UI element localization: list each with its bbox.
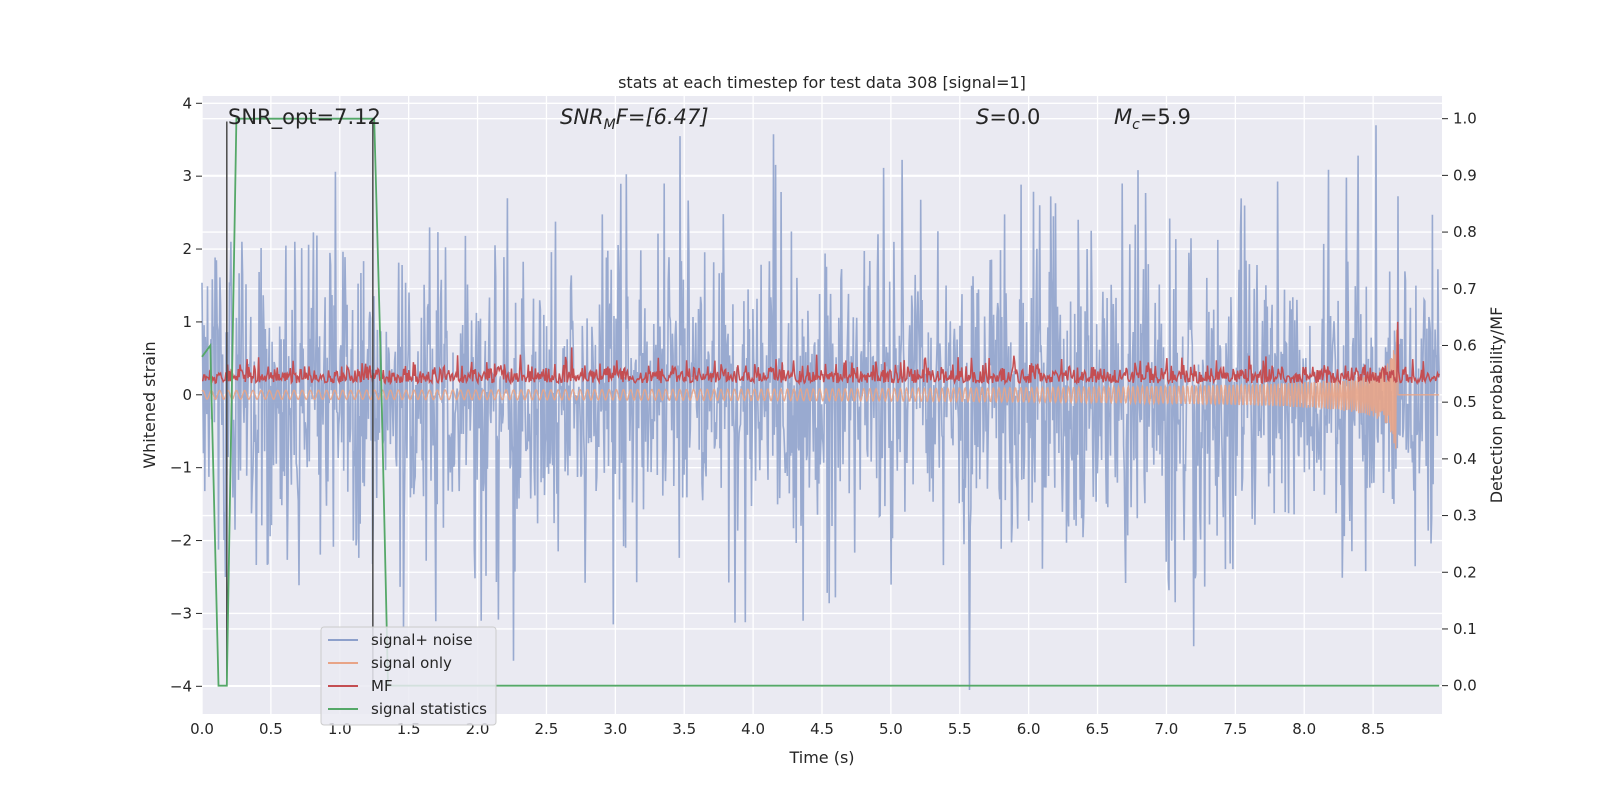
legend-label-signal-statistics: signal statistics — [371, 700, 487, 718]
y-tick-label: 2 — [182, 240, 192, 258]
legend-label-signal-only: signal only — [371, 654, 452, 672]
y2-tick-label: 0.8 — [1453, 223, 1477, 241]
y2-tick-label: 0.5 — [1453, 393, 1477, 411]
legend-box — [320, 626, 497, 726]
y2-tick-label: 0.0 — [1453, 677, 1477, 695]
s-rest: =0.0 — [989, 105, 1040, 129]
x-tick-label: 8.0 — [1292, 720, 1316, 738]
y2-tick-label: 1.0 — [1453, 110, 1477, 128]
y-axis-label: Whitened strain — [140, 341, 159, 468]
snr-mf-sub: M — [604, 117, 616, 133]
s-annotation: S=0.0 — [976, 105, 1040, 129]
x-tick-label: 3.5 — [672, 720, 696, 738]
x-axis-label: Time (s) — [788, 748, 854, 767]
x-tick-label: 5.5 — [948, 720, 972, 738]
snr-mf-rest: F=[6.47] — [616, 105, 709, 129]
x-tick-label: 7.0 — [1155, 720, 1179, 738]
y2-tick-label: 0.1 — [1453, 620, 1477, 638]
x-tick-label: 6.5 — [1086, 720, 1110, 738]
y2-tick-label: 0.2 — [1453, 563, 1477, 581]
x-tick-label: 4.5 — [810, 720, 834, 738]
snr-mf-base: SNR — [560, 105, 604, 129]
mc-sub: c — [1132, 117, 1140, 133]
series-layer — [201, 117, 1440, 691]
legend-label-signal-noise: signal+ noise — [371, 631, 473, 649]
mc-rest: =5.9 — [1140, 105, 1191, 129]
y2-axis-label: Detection probability/MF — [1487, 307, 1506, 504]
y2-tick-label: 0.4 — [1453, 450, 1477, 468]
snr-opt-annotation: SNR_opt=7.12 — [228, 105, 381, 130]
x-axis-ticks: 0.0 0.5 1.0 1.5 2.0 2.5 3.0 3.5 4.0 4.5 5.0 5.5 6.0 6… — [190, 720, 1385, 738]
mc-main: M — [1114, 105, 1132, 129]
y2-axis-ticks: 1.0 0.9 0.8 0.7 0.6 0.5 0.4 0.3 0.2 0.1 0.0 — [1442, 110, 1477, 695]
x-tick-label: 3.0 — [603, 720, 627, 738]
y2-tick-label: 0.3 — [1453, 507, 1477, 525]
y-tick-label: −3 — [170, 604, 192, 622]
series-signal-only-line — [201, 329, 1440, 449]
x-tick-label: 2.5 — [535, 720, 559, 738]
series-signal-statistics-line — [201, 117, 1440, 687]
x-tick-label: 5.0 — [879, 720, 903, 738]
y2-tick-label: 0.6 — [1453, 336, 1477, 354]
y-axis-ticks: 4 3 2 1 0 −1 −2 −3 −4 — [170, 94, 202, 695]
y-tick-label: −1 — [170, 459, 192, 477]
s-main: S — [976, 105, 989, 129]
x-tick-label: 0.5 — [259, 720, 283, 738]
y-tick-label: 4 — [182, 94, 192, 112]
y-tick-label: −2 — [170, 532, 192, 550]
y-tick-label: 0 — [182, 386, 192, 404]
series-signal-noise-line — [201, 125, 1440, 691]
x-tick-label: 7.5 — [1223, 720, 1247, 738]
x-tick-label: 0.0 — [190, 720, 214, 738]
y2-tick-label: 0.7 — [1453, 280, 1477, 298]
chart-title: stats at each timestep for test data 308… — [618, 73, 1026, 92]
legend: signal+ noise signal only MF signal stat… — [320, 626, 497, 726]
series-mf-line — [202, 321, 1440, 386]
x-tick-label: 4.0 — [741, 720, 765, 738]
mc-annotation: Mc=5.9 — [1114, 105, 1191, 133]
x-tick-label: 6.0 — [1017, 720, 1041, 738]
x-tick-label: 8.5 — [1361, 720, 1385, 738]
y2-tick-label: 0.9 — [1453, 166, 1477, 184]
y-tick-label: 3 — [182, 167, 192, 185]
y-tick-label: 1 — [182, 313, 192, 331]
snr-mf-annotation: SNRMF=[6.47] — [560, 105, 709, 133]
y-tick-label: −4 — [170, 677, 192, 695]
legend-label-mf: MF — [371, 677, 393, 695]
